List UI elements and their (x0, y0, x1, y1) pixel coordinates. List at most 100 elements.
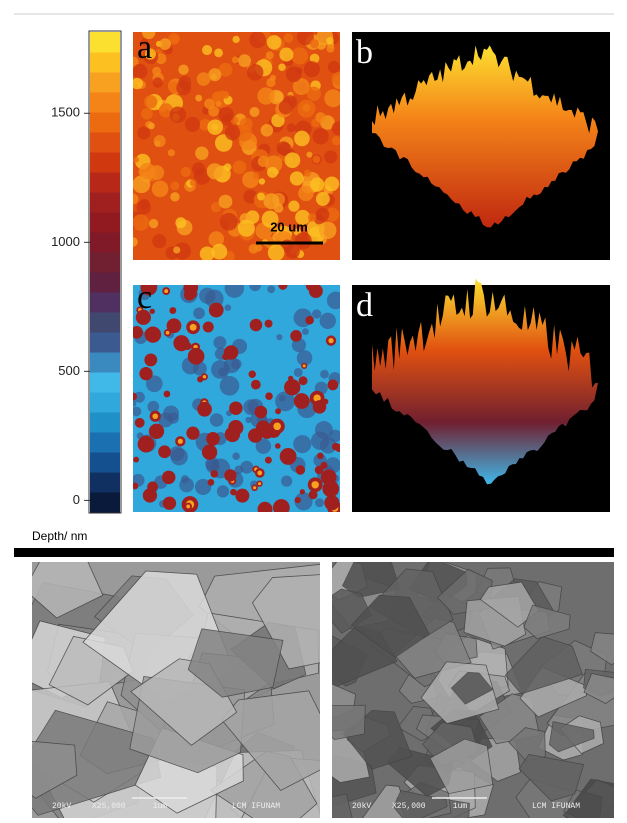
colorbar-segment (90, 472, 120, 493)
grain (323, 399, 329, 405)
grain (308, 213, 316, 221)
grain (195, 147, 208, 160)
grain (284, 33, 294, 43)
grain (163, 497, 176, 510)
grain-top (203, 375, 207, 379)
grain (139, 199, 149, 209)
grain (232, 36, 239, 43)
grain (139, 367, 152, 380)
grain (279, 100, 293, 114)
grain (291, 47, 308, 64)
grain-top (328, 338, 333, 343)
dark-patch (294, 368, 303, 377)
grain (267, 167, 278, 178)
grain (204, 99, 215, 110)
grain (328, 61, 340, 73)
colorbar-segment (90, 432, 120, 453)
grain (279, 48, 293, 62)
grain (219, 107, 234, 122)
dark-patch (327, 292, 345, 310)
grain (259, 178, 265, 184)
grain (214, 48, 223, 57)
dark-patch (293, 435, 311, 453)
grain-top (166, 331, 170, 335)
grain (130, 326, 143, 339)
panel-label: a (137, 29, 152, 66)
colorbar-segment (90, 192, 120, 213)
dark-patch (320, 370, 329, 379)
colorbar-segment (90, 52, 120, 73)
grain (168, 149, 175, 156)
grain (187, 289, 197, 299)
dark-patch (232, 452, 240, 460)
grain (225, 125, 240, 140)
dark-patch (281, 476, 292, 487)
dark-patch (267, 285, 275, 293)
grain (132, 214, 148, 230)
colorbar-label: Depth/ nm (32, 529, 87, 543)
grain (312, 156, 320, 164)
colorbar-segment (90, 312, 120, 333)
separator-band (14, 548, 614, 557)
grain (275, 408, 281, 414)
colorbar-segment (90, 272, 120, 293)
grain (132, 64, 147, 79)
sem-voltage: 20kV (352, 802, 371, 811)
grain (197, 402, 212, 417)
grain (257, 87, 274, 104)
grain (284, 379, 300, 395)
colorbar-segment (90, 32, 120, 53)
sem-magnification: X25,000 (392, 802, 426, 811)
grain-top (258, 482, 261, 485)
grain (258, 502, 273, 517)
grain (145, 328, 155, 338)
grain (176, 81, 191, 96)
dark-patch (315, 421, 333, 439)
grain (152, 67, 161, 76)
grain (273, 499, 290, 516)
colorbar-segment (90, 152, 120, 173)
grain (249, 31, 266, 48)
grain (153, 77, 163, 87)
grain (208, 479, 215, 486)
grain (238, 220, 255, 237)
dark-patch (179, 478, 194, 493)
grain (203, 321, 214, 332)
grain (335, 444, 343, 452)
grain (294, 131, 310, 147)
sem-lab: LCM IFUNAM (532, 802, 580, 811)
grain (225, 427, 240, 442)
colorbar-tick-label: 500 (58, 363, 80, 378)
grain (322, 480, 339, 497)
grain (190, 179, 197, 186)
grain (296, 465, 306, 475)
colorbar-tick-label: 1000 (51, 234, 80, 249)
dark-patch (130, 400, 137, 407)
grain (304, 170, 311, 177)
colorbar-segment (90, 392, 120, 413)
grain (249, 370, 256, 377)
colorbar-segment (90, 212, 120, 233)
grain (294, 393, 310, 409)
grain (135, 418, 145, 428)
grain (267, 35, 281, 49)
dark-patch (170, 448, 187, 465)
grain (211, 74, 217, 80)
grain (170, 106, 186, 122)
grain (138, 436, 155, 453)
grain (299, 376, 308, 385)
dark-patch (302, 328, 309, 335)
grain (211, 244, 227, 260)
grain (306, 280, 318, 292)
grain (164, 391, 171, 398)
grain (290, 171, 304, 185)
grain (152, 234, 166, 248)
grain (197, 376, 203, 382)
grain (332, 136, 341, 145)
sem-scale: 1um (453, 802, 468, 811)
grain (128, 237, 137, 246)
grain (144, 95, 157, 108)
grain (295, 497, 301, 503)
figure: Depth/ nm 050010001500abcd20 um20kVX25,0… (0, 0, 627, 823)
dark-patch (132, 407, 142, 417)
